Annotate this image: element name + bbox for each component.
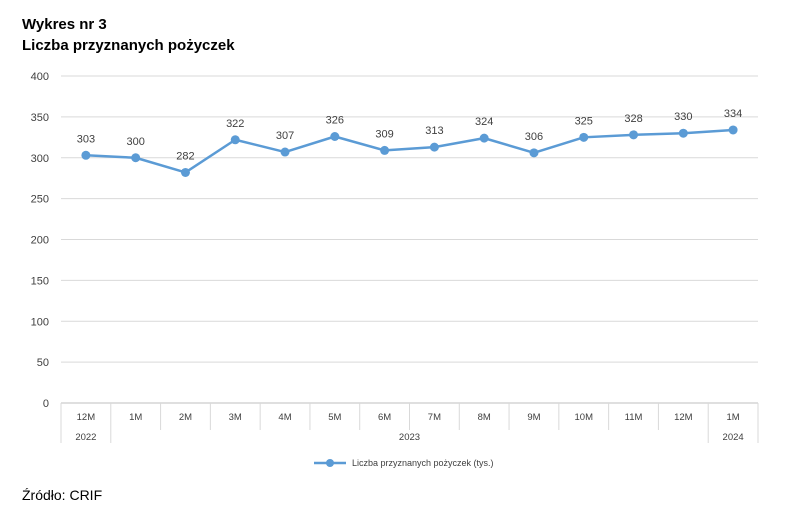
- data-point: [629, 130, 639, 140]
- chart-title-line2: Liczba przyznanych pożyczek: [22, 37, 235, 54]
- x-tick-label: 1M: [727, 412, 740, 423]
- data-point: [678, 128, 688, 138]
- x-tick-label: 7M: [428, 412, 441, 423]
- source-note: Źródło: CRIF: [22, 487, 103, 503]
- x-group-label: 2022: [75, 432, 96, 443]
- data-point: [330, 131, 340, 141]
- y-tick-label: 300: [31, 153, 49, 165]
- y-tick-label: 400: [31, 71, 49, 83]
- x-tick-label: 3M: [229, 412, 242, 423]
- data-point: [280, 147, 290, 157]
- y-tick-label: 150: [31, 275, 49, 287]
- x-tick-label: 12M: [77, 412, 96, 423]
- x-tick-label: 11M: [625, 412, 643, 423]
- data-label: 303: [77, 133, 95, 145]
- y-tick-label: 50: [37, 357, 49, 369]
- x-tick-label: 8M: [478, 412, 491, 423]
- data-point: [529, 148, 539, 158]
- x-tick-label: 5M: [328, 412, 341, 423]
- x-group-label: 2024: [723, 432, 744, 443]
- data-point: [380, 145, 390, 155]
- data-label: 326: [326, 114, 344, 126]
- x-tick-label: 9M: [527, 412, 540, 423]
- data-label: 324: [475, 116, 493, 128]
- data-label: 306: [525, 131, 543, 143]
- data-point: [479, 133, 489, 143]
- legend-label: Liczba przyznanych pożyczek (tys.): [352, 458, 494, 468]
- x-tick-label: 1M: [129, 412, 142, 423]
- series-line: [85, 128, 734, 174]
- data-point: [180, 167, 190, 177]
- chart-title-line1: Wykres nr 3: [22, 16, 107, 33]
- x-tick-label: 12M: [674, 412, 693, 423]
- y-tick-label: 250: [31, 194, 49, 206]
- data-label: 322: [226, 118, 244, 130]
- data-label: 300: [126, 136, 144, 148]
- data-label: 334: [724, 108, 742, 120]
- legend-marker: [326, 459, 334, 467]
- data-point: [131, 153, 141, 163]
- x-tick-label: 6M: [378, 412, 391, 423]
- chart-title: Wykres nr 3 Liczba przyznanych pożyczek: [22, 14, 235, 56]
- data-point: [429, 142, 439, 152]
- data-label: 313: [425, 125, 443, 137]
- y-tick-label: 350: [31, 112, 49, 124]
- data-label: 328: [624, 113, 642, 125]
- data-label: 282: [176, 150, 194, 162]
- data-point: [728, 125, 738, 135]
- x-group-label: 2023: [399, 432, 420, 443]
- data-point: [81, 150, 91, 160]
- x-tick-label: 2M: [179, 412, 192, 423]
- y-tick-label: 200: [31, 235, 49, 247]
- data-label: 307: [276, 130, 294, 142]
- data-label: 309: [375, 128, 393, 140]
- data-point: [579, 132, 589, 142]
- x-tick-label: 4M: [278, 412, 291, 423]
- y-tick-label: 100: [31, 316, 49, 328]
- y-tick-label: 0: [43, 398, 49, 410]
- data-label: 330: [674, 111, 692, 123]
- data-label: 325: [575, 115, 593, 127]
- x-tick-label: 10M: [575, 412, 594, 423]
- data-point: [230, 135, 240, 145]
